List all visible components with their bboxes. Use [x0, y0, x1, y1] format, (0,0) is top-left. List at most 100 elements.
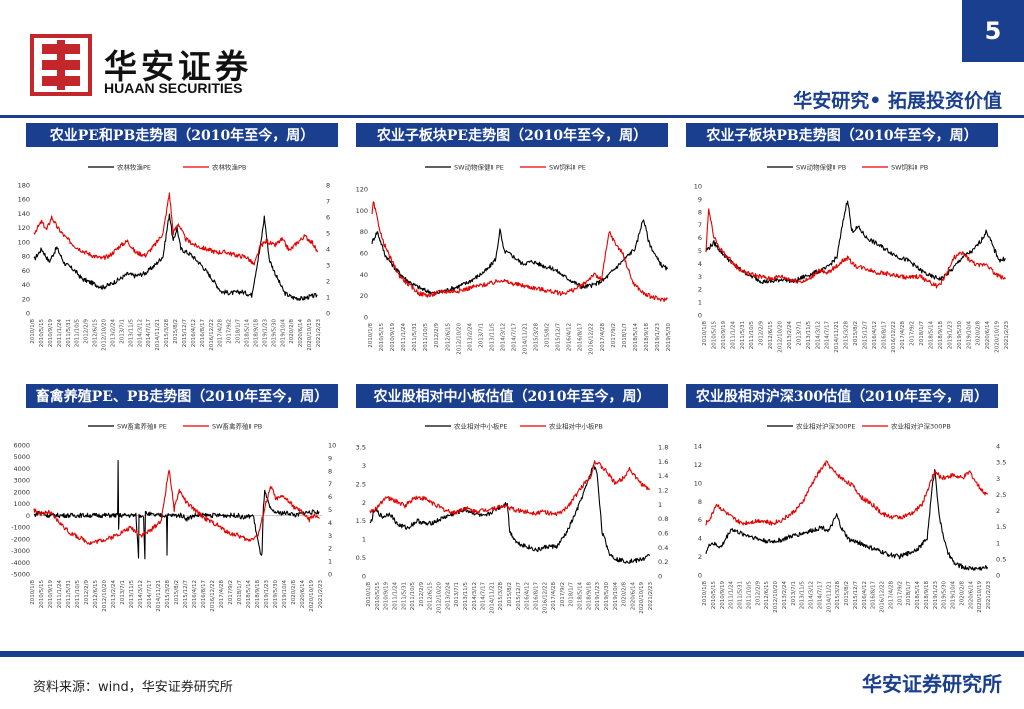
x-tick-label: 2015/12/7 — [183, 580, 189, 609]
x-tick-label: 2011/10/5 — [749, 321, 755, 350]
y-right-tick-label: 6 — [326, 214, 330, 222]
y-right-tick-label: 7 — [326, 198, 330, 206]
x-tick-label: 2011/10/5 — [75, 319, 81, 348]
y-right-tick-label: 0.6 — [658, 530, 668, 538]
chart-title-1: 农业PE和PB走势图（2010年至今，周） — [26, 123, 338, 147]
y-left-tick-label: 6 — [698, 234, 702, 242]
x-tick-label: 2015/12/7 — [853, 581, 859, 610]
x-tick-label: 2021/2/23 — [986, 581, 992, 610]
y-left-tick-label: 0 — [698, 572, 702, 580]
x-tick-label: 2012/6/15 — [764, 581, 770, 610]
y-left-tick-label: 80 — [22, 253, 30, 261]
x-tick-label: 2015/8/2 — [853, 321, 859, 346]
y-left-tick-label: 40 — [360, 271, 368, 279]
x-tick-label: 2011/10/5 — [746, 581, 752, 610]
legend-label-2: SW畜禽养殖Ⅱ PB — [212, 422, 262, 431]
x-tick-label: 2012/6/15 — [93, 319, 99, 348]
x-tick-label: 2011/1/24 — [57, 580, 63, 609]
x-tick-label: 2013/7/1 — [119, 319, 125, 344]
y-left-tick-label: 1.5 — [356, 517, 366, 525]
x-tick-label: 2015/8/2 — [173, 319, 179, 344]
y-left-tick-label: 2 — [362, 499, 366, 507]
page-number: 5 — [962, 0, 1024, 62]
y-right-tick-label: 1.6 — [658, 458, 668, 466]
y-left-tick-label: 1 — [698, 299, 702, 307]
x-tick-label: 2016/8/17 — [871, 581, 877, 610]
legend-label-1: 农业相对中小板PE — [454, 422, 508, 431]
x-tick-label: 2010/1/8 — [366, 582, 372, 607]
y-left-tick-label: 80 — [360, 228, 368, 236]
x-tick-label: 2019/10/4 — [280, 319, 286, 348]
y-left-tick-label: 40 — [22, 281, 30, 289]
x-tick-label: 2016/12/22 — [542, 582, 548, 614]
y-left-tick-label: 8 — [698, 498, 702, 506]
x-tick-label: 2013/7/1 — [796, 321, 802, 346]
x-tick-label: 2010/5/15 — [39, 580, 45, 609]
x-tick-label: 2012/2/9 — [84, 319, 90, 344]
x-tick-label: 2018/5/14 — [246, 580, 252, 609]
x-tick-label: 2018/1/7 — [569, 582, 575, 607]
y-left-tick-label: 12 — [694, 461, 702, 469]
chart-group-1: 0 20 40 60 80 100 120 140 160 180 0 1 2 3 4 5 6 7 8 2010/1/… — [18, 163, 331, 351]
x-tick-label: 2010/5/15 — [711, 321, 717, 350]
y-left-tick-label: 100 — [356, 207, 368, 215]
x-tick-label: 2011/10/5 — [423, 323, 429, 352]
x-tick-label: 2018/1/7 — [919, 321, 925, 346]
x-tick-label: 2010/5/15 — [375, 582, 381, 611]
legend-label-2: SW饲料Ⅱ PE — [549, 163, 586, 172]
x-tick-label: 2014/11/21 — [523, 323, 529, 355]
x-tick-label: 2019/5/30 — [271, 319, 277, 348]
y-right-tick-label: 1.2 — [658, 487, 668, 495]
y-left-tick-label: 60 — [360, 250, 368, 258]
x-tick-label: 2016/8/17 — [201, 580, 207, 609]
y-right-tick-label: 2 — [326, 278, 330, 286]
x-tick-label: 2014/3/12 — [500, 323, 506, 351]
x-tick-label: 2013/11/5 — [489, 323, 495, 352]
x-tick-label: 2018/5/14 — [578, 582, 584, 611]
y-left-tick-label: 3.5 — [356, 444, 366, 452]
x-tick-label: 2015/8/2 — [507, 582, 513, 607]
x-tick-label: 2016/12/22 — [209, 319, 215, 351]
x-tick-label: 2018/1/7 — [906, 581, 912, 606]
x-tick-label: 2018/1/7 — [237, 580, 243, 605]
y-left-tick-label: -5000 — [11, 571, 30, 579]
series-line-1 — [369, 464, 650, 564]
chart-title-2: 农业子板块PE走势图（2010年至今，周） — [356, 123, 668, 147]
series-line-2 — [369, 460, 650, 517]
series-line-2 — [705, 460, 988, 526]
y-left-tick-label: 3 — [698, 273, 702, 281]
y-left-tick-label: 1000 — [13, 500, 30, 508]
y-right-tick-label: 1 — [328, 558, 332, 566]
chart-group-4: -5000-4000-3000-2000-1000010002000300040… — [11, 422, 336, 612]
y-right-tick-label: 0.8 — [658, 515, 668, 523]
x-tick-label: 2013/11/5 — [129, 580, 135, 609]
x-tick-label: 2013/11/5 — [800, 581, 806, 610]
y-right-tick-label: 5 — [328, 506, 332, 514]
y-left-tick-label: 14 — [694, 443, 702, 451]
y-left-tick-label: 5 — [698, 247, 702, 255]
y-left-tick-label: -1000 — [11, 524, 30, 532]
x-tick-label: 2014/3/12 — [815, 321, 821, 349]
chart-title-3: 农业子板块PB走势图（2010年至今，周） — [686, 123, 998, 147]
x-tick-label: 2015/8/2 — [174, 580, 180, 605]
x-tick-label: 2013/7/1 — [791, 581, 797, 606]
x-tick-label: 2021/2/23 — [648, 582, 654, 611]
y-right-tick-label: 1 — [996, 539, 1000, 547]
x-tick-label: 2012/6/15 — [93, 580, 99, 609]
x-tick-label: 2012/6/15 — [768, 321, 774, 350]
x-tick-label: 2010/5/15 — [711, 581, 717, 610]
x-tick-label: 2019/1/23 — [262, 319, 268, 348]
footer-divider — [0, 651, 1024, 657]
x-tick-label: 2011/5/31 — [740, 321, 746, 349]
x-tick-label: 2018/1/7 — [236, 319, 242, 344]
x-tick-label: 2011/1/24 — [57, 319, 63, 348]
y-right-tick-label: 3 — [328, 532, 332, 540]
y-right-tick-label: 2 — [328, 545, 332, 553]
series-line-1 — [371, 219, 668, 295]
x-tick-label: 2015/12/7 — [516, 582, 522, 611]
y-left-tick-label: 5000 — [13, 453, 30, 461]
x-tick-label: 2016/8/17 — [881, 321, 887, 350]
x-tick-label: 2010/9/19 — [390, 323, 396, 352]
legend-label-2: 农业相对沪深300PB — [891, 422, 951, 431]
x-tick-label: 2016/12/22 — [210, 580, 216, 612]
